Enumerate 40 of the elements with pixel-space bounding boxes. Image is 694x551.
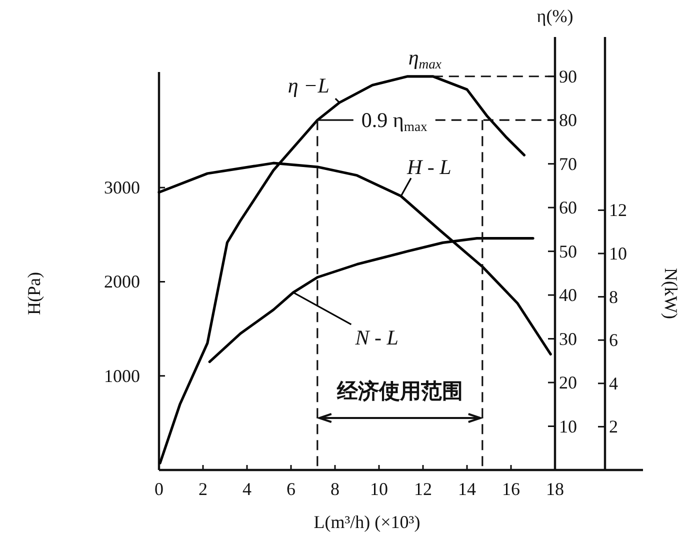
series-label: H - L	[406, 155, 452, 180]
ref-line-label: η$_{max}$	[408, 45, 442, 71]
y2-tick-label: 50	[559, 241, 577, 262]
x-tick-label: 0	[154, 479, 164, 499]
axis-y: 1000 2000 3000 H(Pa)	[24, 72, 165, 470]
y3-tick-label: 12	[609, 200, 627, 220]
x-tick-label: 8	[330, 479, 340, 499]
y3-tick-label: 8	[609, 286, 618, 307]
y2-tick-label: 80	[559, 110, 577, 130]
y-axis-title: H(Pa)	[24, 272, 44, 315]
y3-tick-label: 4	[609, 373, 618, 394]
x-tick-label: 2	[198, 479, 208, 499]
y3-tick-label: 10	[609, 244, 627, 264]
x-tick-label: 12	[414, 479, 432, 499]
x-tick-label: 14	[458, 479, 476, 499]
y2-tick-label: 60	[559, 198, 577, 218]
x-tick-label: 6	[286, 479, 296, 499]
y2-tick-label: 70	[559, 154, 577, 174]
x-tick-label: 16	[502, 479, 520, 499]
x-axis-title: L(m³/h) (×10³)	[314, 512, 420, 532]
series-label: η −L	[288, 74, 330, 98]
y3-tick-label: 2	[609, 416, 618, 437]
ref-line-label: 0.9 η$_{max}$	[361, 108, 428, 134]
axis-y3: 2 4 6 8 10 12 N(kW)	[598, 37, 681, 470]
y2-tick-label: 30	[559, 328, 577, 349]
y3-tick-label: 6	[609, 330, 618, 350]
y2-tick-label: 40	[559, 285, 577, 306]
y-tick-label: 3000	[104, 178, 140, 198]
y3-axis-title: N(kW)	[661, 268, 681, 319]
y2-tick-label: 20	[559, 372, 577, 393]
x-tick-label: 4	[242, 479, 252, 499]
y-tick-label: 2000	[104, 272, 140, 292]
y-tick-label: 1000	[104, 366, 140, 386]
y2-tick-label: 10	[559, 416, 577, 436]
y2-tick-label: 90	[559, 66, 577, 86]
text: N - L	[354, 325, 398, 350]
annotation: 经济使用范围	[336, 379, 463, 403]
x-tick-label: 18	[546, 479, 564, 499]
y2-axis-title: η(%)	[536, 6, 574, 26]
x-tick-label: 10	[370, 479, 388, 499]
